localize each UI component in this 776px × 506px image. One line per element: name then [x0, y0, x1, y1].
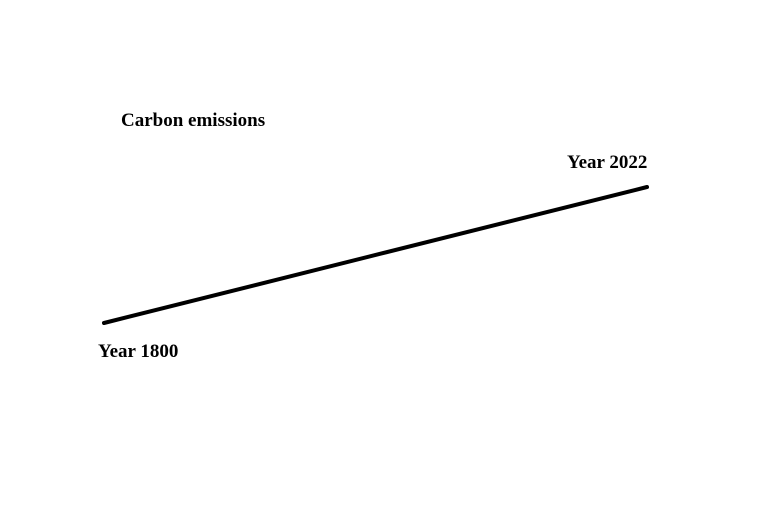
series-line	[102, 185, 649, 325]
chart-title: Carbon emissions	[121, 110, 265, 131]
start-point-label: Year 1800	[98, 341, 178, 362]
end-point-label: Year 2022	[567, 152, 647, 173]
